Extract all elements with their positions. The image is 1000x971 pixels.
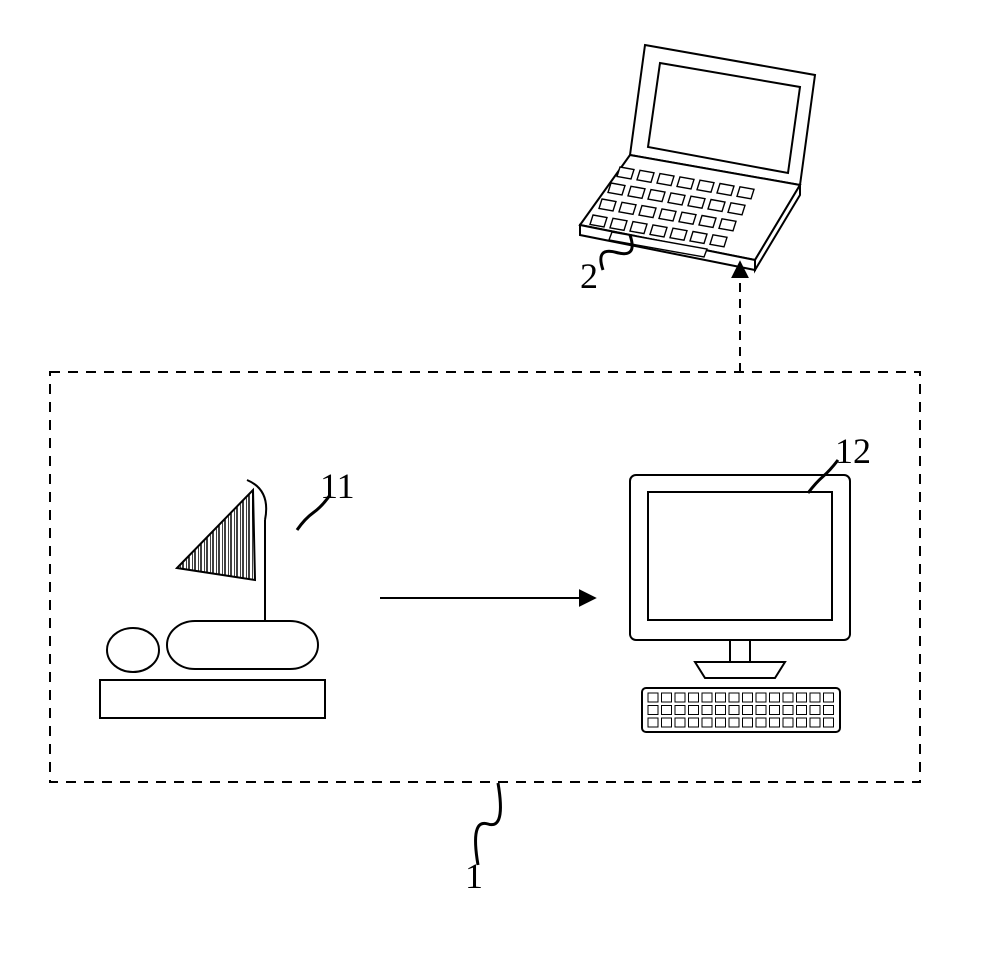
laptop-icon: [580, 45, 815, 270]
diagram-canvas: [0, 0, 1000, 971]
label-2: 2: [580, 255, 598, 297]
label-1: 1: [465, 855, 483, 897]
desktop-icon: [630, 475, 850, 732]
label-12: 12: [835, 430, 871, 472]
scanner-icon: [100, 480, 325, 718]
label-11: 11: [320, 465, 355, 507]
